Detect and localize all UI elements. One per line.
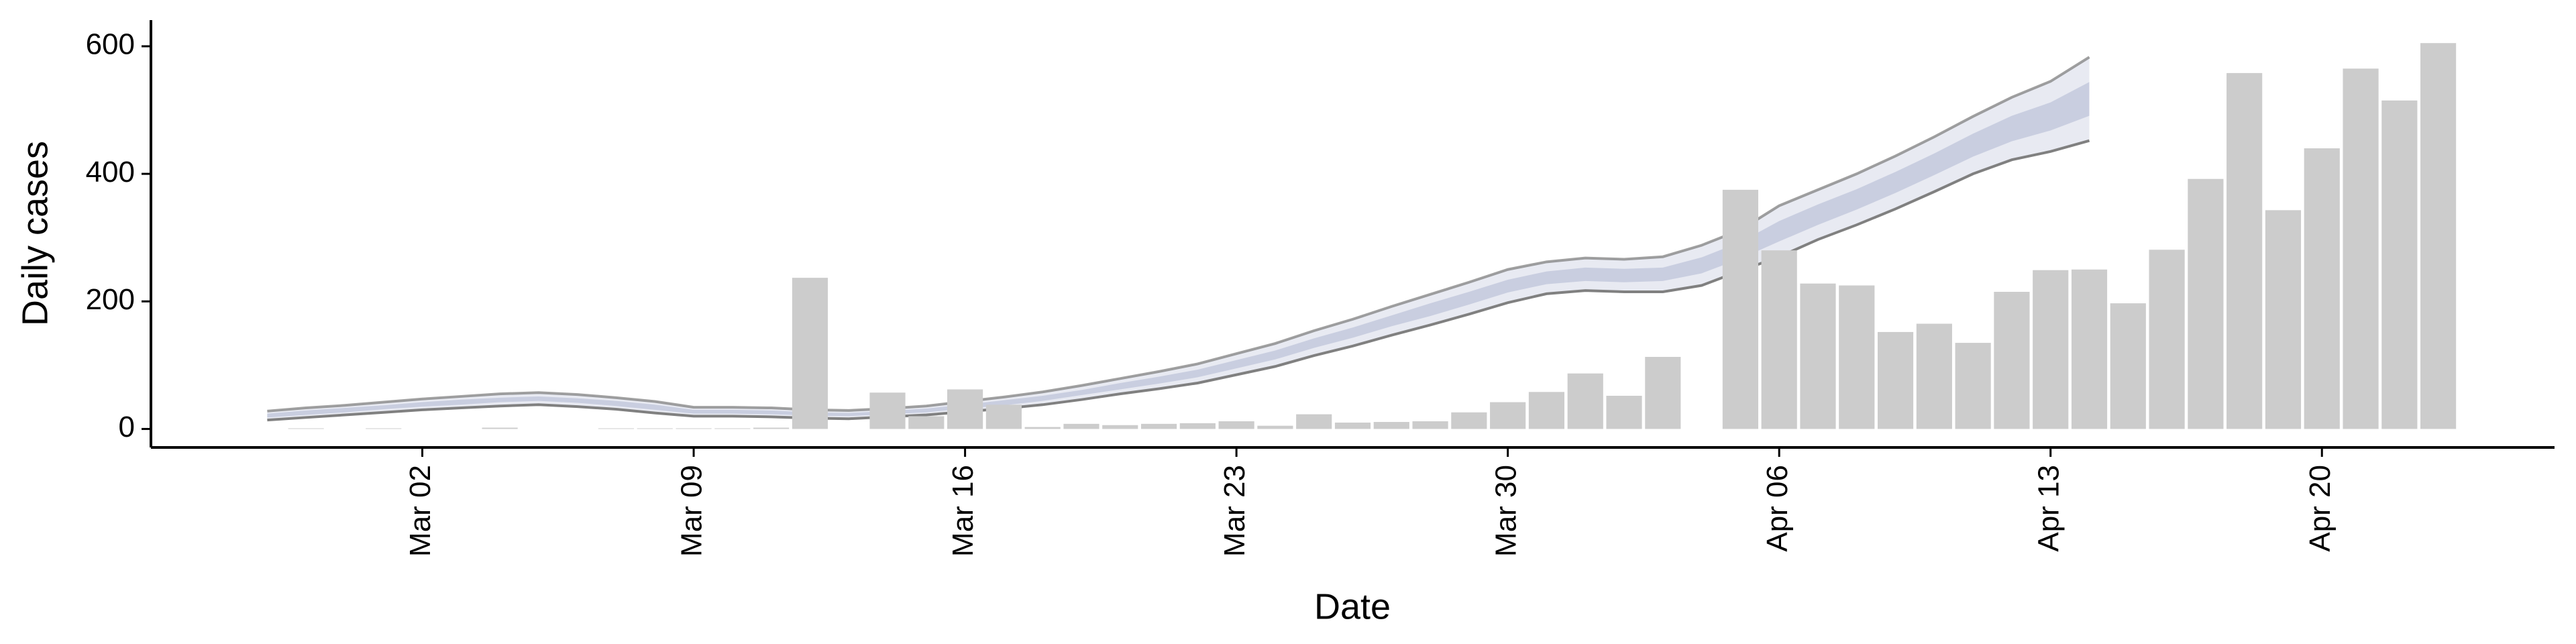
bar: [482, 427, 518, 429]
bar: [985, 405, 1022, 429]
y-tick-label: 200: [86, 283, 135, 316]
bar: [947, 389, 983, 429]
bar: [1412, 421, 1448, 429]
bar: [2420, 43, 2457, 429]
x-tick-label: Apr 13: [2032, 465, 2065, 552]
x-axis-title: Date: [1314, 586, 1391, 627]
bar: [1063, 423, 1099, 429]
y-tick-label: 600: [86, 28, 135, 61]
y-tick-label: 400: [86, 156, 135, 189]
bar: [1218, 421, 1254, 429]
bar: [1140, 423, 1177, 429]
bar: [676, 428, 712, 429]
bar: [1567, 373, 1603, 429]
bar: [2265, 210, 2302, 429]
x-tick-label: Mar 30: [1489, 465, 1522, 557]
bar: [2304, 148, 2340, 429]
bar: [1257, 425, 1293, 429]
bar: [1296, 414, 1332, 429]
x-tick-label: Mar 02: [404, 465, 437, 557]
bar: [2381, 100, 2418, 429]
bar: [1606, 395, 1642, 429]
bar: [2071, 269, 2108, 429]
bar: [1994, 292, 2030, 429]
upper-line: [267, 56, 2090, 413]
bar-layer: [288, 43, 2457, 429]
bar: [366, 428, 402, 429]
bar: [2033, 270, 2069, 429]
bar: [1451, 412, 1487, 429]
bar: [637, 428, 673, 429]
x-tick-label: Mar 09: [676, 465, 708, 557]
y-axis-title: Daily cases: [15, 141, 55, 326]
bar: [2226, 72, 2263, 429]
bar: [288, 428, 324, 429]
bar: [1839, 285, 1875, 429]
x-tick-label: Apr 06: [1761, 465, 1794, 552]
bar: [2149, 250, 2185, 429]
bar: [1916, 323, 1952, 429]
axis-layer: 0 200 400 600 Mar 02 Mar 09 Mar 16 Mar 23 Mar 30…: [86, 20, 2555, 557]
bar: [1490, 402, 1526, 429]
bar: [1761, 250, 1797, 429]
bar: [1179, 423, 1216, 429]
bar: [869, 392, 906, 429]
y-tick-label: 0: [119, 411, 135, 443]
x-tick-label: Apr 20: [2304, 465, 2337, 552]
bar: [1955, 343, 1991, 429]
bar: [714, 428, 751, 429]
bar: [2110, 303, 2146, 429]
bar: [1102, 425, 1138, 429]
bar: [1334, 422, 1371, 429]
bar: [1528, 392, 1565, 429]
bar: [1373, 421, 1409, 429]
bar: [1800, 283, 1836, 429]
x-tick-label: Mar 16: [947, 465, 979, 557]
bar: [1722, 189, 1758, 429]
bar: [908, 416, 945, 429]
bar: [1877, 331, 1914, 429]
bar: [1645, 356, 1681, 429]
x-tick-label: Mar 23: [1218, 465, 1251, 557]
bar: [1024, 427, 1061, 429]
bar: [792, 278, 828, 429]
bar: [2343, 68, 2379, 429]
bar: [598, 428, 635, 429]
bar: [2188, 178, 2224, 429]
bar: [753, 427, 790, 429]
